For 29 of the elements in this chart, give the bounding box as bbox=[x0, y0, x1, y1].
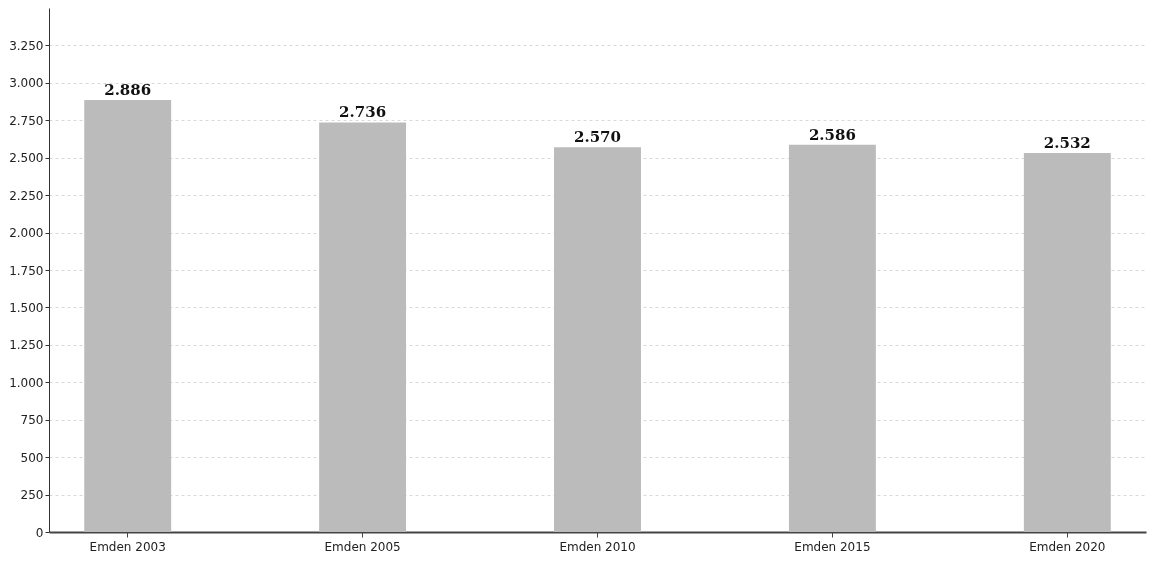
bar bbox=[554, 147, 641, 532]
y-tick-label: 3.000 bbox=[9, 76, 44, 91]
x-tick-label: Emden 2003 bbox=[89, 539, 166, 554]
y-tick-label: 2.500 bbox=[9, 151, 44, 166]
y-tick-label: 500 bbox=[20, 450, 44, 465]
y-tick-label: 0 bbox=[35, 525, 44, 540]
y-tick-label: 2.750 bbox=[9, 113, 44, 128]
bar bbox=[84, 99, 172, 532]
y-tick-label: 1.750 bbox=[9, 263, 44, 278]
x-tick-label: Emden 2010 bbox=[559, 539, 636, 554]
bar bbox=[788, 144, 876, 532]
data-label: 2.532 bbox=[1043, 133, 1091, 152]
y-tick-label: 1.500 bbox=[9, 300, 44, 315]
y-tick-label: 1.000 bbox=[9, 375, 44, 390]
x-tick-label: Emden 2020 bbox=[1029, 539, 1106, 554]
bar bbox=[319, 122, 407, 532]
y-tick-label: 750 bbox=[20, 413, 44, 428]
data-label: 2.570 bbox=[574, 128, 621, 147]
data-label: 2.886 bbox=[104, 80, 152, 99]
x-tick-label: Emden 2015 bbox=[794, 539, 871, 554]
data-label: 2.586 bbox=[808, 125, 856, 144]
y-tick-label: 2.000 bbox=[9, 226, 44, 241]
y-tick-label: 250 bbox=[20, 488, 44, 503]
y-tick-label: 3.250 bbox=[9, 38, 44, 53]
y-tick-label: 2.250 bbox=[9, 188, 44, 203]
bar bbox=[1023, 152, 1111, 532]
x-tick-label: Emden 2005 bbox=[324, 539, 401, 554]
data-label: 2.736 bbox=[339, 103, 387, 122]
y-tick-label: 1.250 bbox=[9, 338, 44, 353]
